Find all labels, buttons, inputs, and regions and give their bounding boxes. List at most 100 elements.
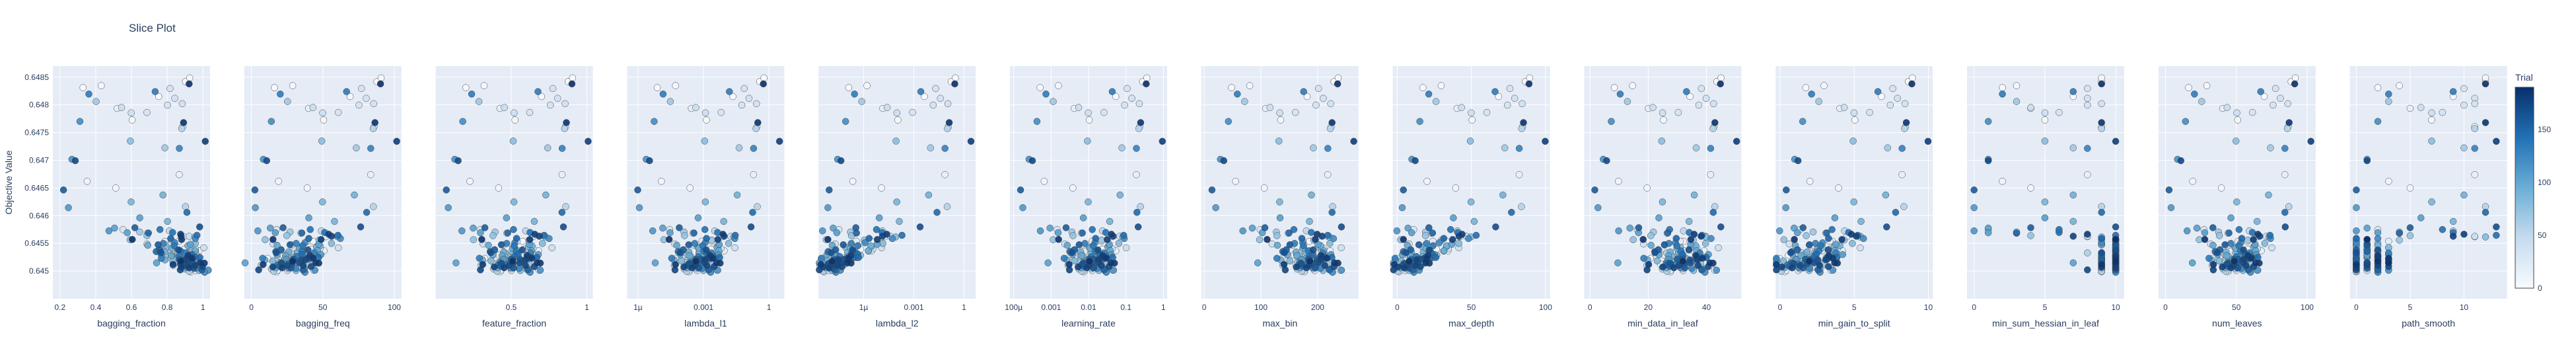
trial-point bbox=[951, 80, 958, 88]
points-min_data_in_leaf bbox=[1591, 74, 1740, 276]
trial-point bbox=[353, 144, 360, 151]
trial-point bbox=[863, 82, 871, 89]
trial-point bbox=[2260, 93, 2268, 100]
trial-point bbox=[1670, 264, 1678, 272]
trial-point bbox=[688, 264, 696, 272]
trial-point bbox=[1402, 249, 1410, 256]
trial-point bbox=[458, 227, 466, 235]
trial-point bbox=[1898, 171, 1906, 178]
trial-point bbox=[2460, 101, 2468, 109]
trial-point bbox=[357, 85, 365, 93]
trial-point bbox=[2471, 145, 2478, 152]
trial-point bbox=[1208, 186, 1216, 194]
trial-point bbox=[1860, 235, 1867, 243]
trial-point bbox=[941, 171, 948, 178]
trial-point bbox=[1246, 82, 1254, 89]
trial-point bbox=[2449, 217, 2457, 225]
trial-point bbox=[1100, 108, 1108, 116]
trial-point bbox=[1791, 236, 1798, 243]
trial-point bbox=[1472, 231, 1480, 239]
trial-point bbox=[819, 227, 826, 235]
trial-point bbox=[1794, 246, 1801, 254]
trial-point bbox=[1886, 101, 1894, 109]
trial-point bbox=[2353, 204, 2360, 212]
trial-point bbox=[334, 108, 342, 116]
trial-point bbox=[703, 116, 710, 124]
trial-point bbox=[760, 74, 768, 82]
trial-point bbox=[513, 235, 520, 242]
trial-point bbox=[929, 101, 937, 109]
trial-point bbox=[76, 118, 84, 125]
trial-point bbox=[1831, 259, 1838, 266]
trial-point bbox=[2396, 237, 2403, 244]
trial-point bbox=[1273, 254, 1281, 262]
trial-point bbox=[563, 119, 570, 126]
x-tick-label: 1 bbox=[767, 303, 771, 312]
trial-point bbox=[1135, 125, 1143, 132]
trial-point bbox=[1984, 229, 1992, 237]
trial-point bbox=[1788, 264, 1796, 272]
trial-point bbox=[2056, 226, 2063, 233]
trial-point bbox=[701, 137, 709, 145]
trial-point bbox=[2177, 157, 2185, 165]
trial-point bbox=[105, 227, 113, 235]
trial-point bbox=[544, 144, 552, 151]
trial-point bbox=[843, 259, 851, 266]
colorbar-gradient bbox=[2515, 87, 2534, 289]
trial-point bbox=[1831, 214, 1839, 221]
trial-point bbox=[1338, 266, 1345, 274]
trial-point bbox=[1143, 80, 1150, 88]
trial-point bbox=[1308, 229, 1315, 236]
trial-point bbox=[2385, 98, 2392, 105]
trial-point bbox=[709, 254, 717, 262]
trial-point bbox=[526, 236, 534, 243]
trial-point bbox=[534, 88, 542, 95]
trial-point bbox=[2189, 178, 2196, 185]
trial-point bbox=[2281, 223, 2289, 231]
trial-point bbox=[128, 116, 136, 124]
panel-min_gain_to_split: 0 5 10 min_gain_to_split bbox=[1773, 66, 1933, 328]
trial-point bbox=[1698, 266, 1705, 274]
trial-point bbox=[1137, 119, 1145, 126]
trial-point bbox=[1698, 233, 1705, 240]
trial-point bbox=[653, 84, 661, 91]
trial-point bbox=[2406, 104, 2414, 112]
trial-point bbox=[752, 125, 760, 132]
trial-point bbox=[2084, 231, 2091, 238]
trial-point bbox=[676, 249, 684, 256]
trial-point bbox=[554, 95, 561, 102]
trial-point bbox=[272, 249, 280, 256]
trial-point bbox=[1298, 235, 1306, 242]
x-tick-label: 5 bbox=[2408, 303, 2413, 312]
x-tick-label: 20 bbox=[1644, 303, 1653, 312]
trial-point bbox=[1681, 264, 1689, 272]
trial-point bbox=[2041, 116, 2049, 124]
trial-point bbox=[2471, 233, 2478, 240]
trial-point bbox=[1849, 137, 1857, 145]
trial-point bbox=[487, 257, 495, 265]
trial-point bbox=[178, 100, 186, 108]
trial-point bbox=[1124, 85, 1131, 93]
trial-point bbox=[750, 171, 758, 178]
points-num_leaves bbox=[2165, 74, 2314, 276]
trial-point bbox=[1658, 137, 1666, 145]
trial-point bbox=[2396, 229, 2403, 237]
x-axis-title: bagging_fraction bbox=[97, 318, 166, 328]
trial-point bbox=[180, 119, 188, 126]
trial-point bbox=[1694, 262, 1702, 269]
trial-point bbox=[2084, 95, 2091, 102]
trial-point bbox=[1108, 88, 1116, 95]
trial-point bbox=[1286, 241, 1294, 249]
x-tick-label: 10 bbox=[2460, 303, 2469, 312]
trial-point bbox=[1683, 88, 1690, 95]
trial-point bbox=[1467, 198, 1475, 206]
trial-point bbox=[343, 88, 350, 95]
trial-point bbox=[1984, 118, 1992, 125]
trial-point bbox=[1659, 198, 1666, 206]
trial-point bbox=[1900, 203, 1908, 210]
trial-point bbox=[2353, 235, 2360, 242]
trial-point bbox=[1135, 100, 1143, 108]
trial-point bbox=[1320, 95, 1327, 102]
trial-point bbox=[690, 229, 698, 237]
trial-point bbox=[681, 232, 688, 239]
